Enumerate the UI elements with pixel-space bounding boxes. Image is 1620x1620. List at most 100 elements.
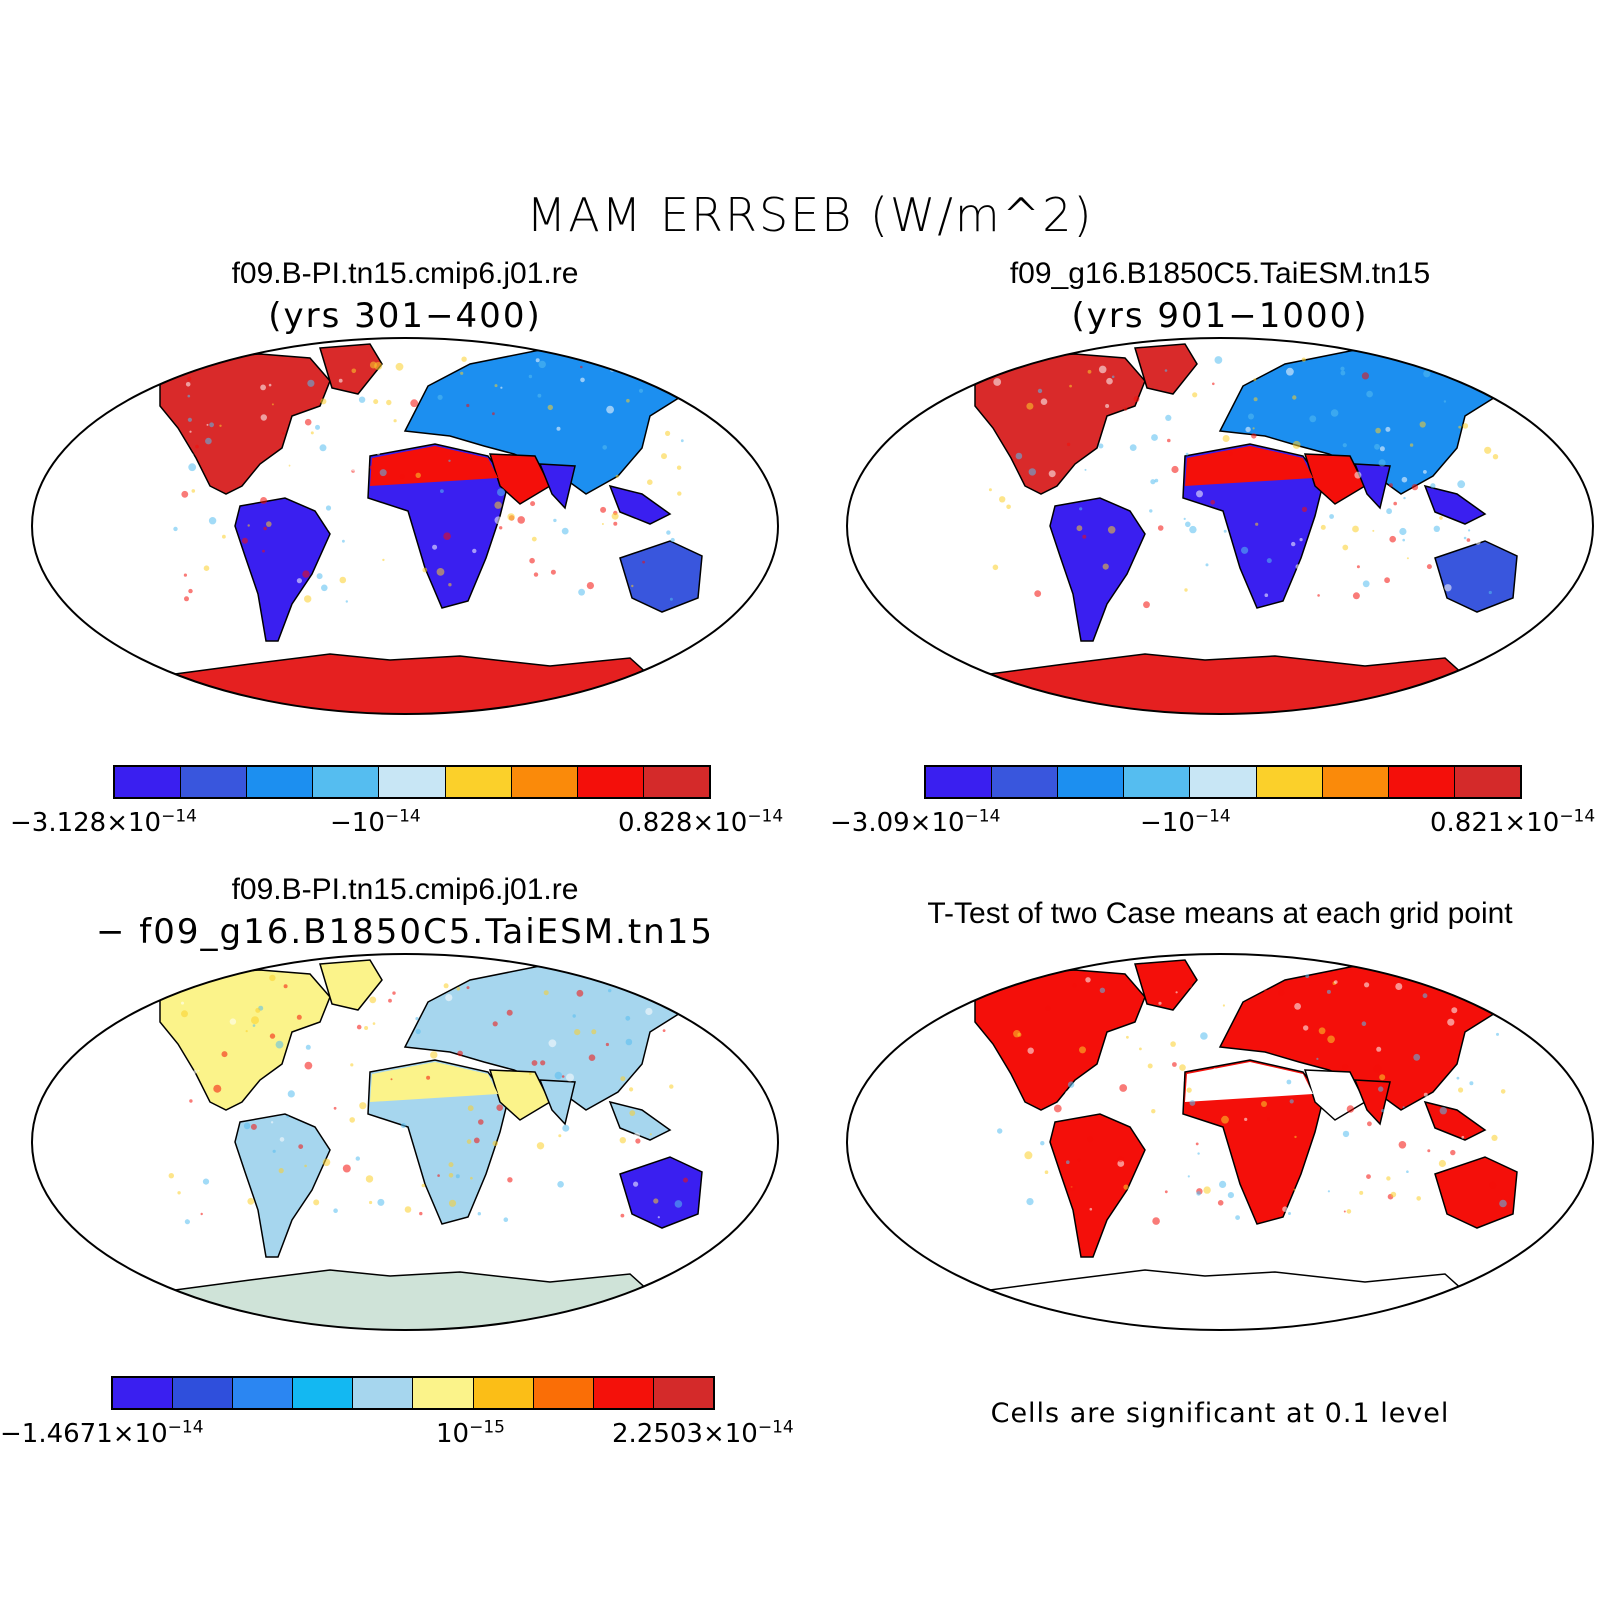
grid-cell-speckle: [561, 527, 569, 535]
grid-cell-speckle: [260, 384, 266, 391]
panel2-map: [846, 337, 1594, 715]
grid-cell-speckle: [566, 1073, 574, 1082]
grid-cell-speckle: [1106, 377, 1113, 385]
grid-cell-speckle: [1399, 527, 1407, 536]
grid-cell-speckle: [661, 453, 667, 460]
grid-cell-speckle: [606, 405, 614, 414]
grid-cell-speckle: [669, 1084, 674, 1089]
grid-cell-speckle: [250, 1123, 257, 1130]
panel1-map: [31, 337, 779, 715]
grid-cell-speckle: [202, 1178, 210, 1185]
landmass-arabia: [1303, 453, 1366, 505]
grid-cell-speckle: [395, 362, 404, 371]
grid-cell-speckle: [1013, 1030, 1021, 1038]
panel1-colorbar-label-min: −3.128×10−14: [10, 806, 197, 838]
grid-cell-speckle: [1089, 1207, 1093, 1211]
grid-cell-speckle: [497, 488, 505, 497]
grid-cell-speckle: [415, 1028, 421, 1035]
grid-cell-speckle: [1381, 1109, 1385, 1113]
grid-cell-speckle: [530, 501, 536, 507]
grid-cell-speckle: [263, 526, 267, 531]
colorbar-swatch-8: [643, 767, 709, 797]
grid-cell-speckle: [1198, 576, 1203, 582]
grid-cell-speckle: [422, 567, 428, 573]
grid-cell-speckle: [1076, 525, 1083, 532]
grid-cell-speckle: [1286, 367, 1294, 376]
grid-cell-speckle: [1343, 1210, 1346, 1213]
grid-cell-speckle: [1107, 526, 1116, 534]
grid-cell-speckle: [1430, 483, 1436, 489]
grid-cell-speckle: [1184, 588, 1188, 592]
grid-cell-speckle: [635, 1138, 641, 1144]
grid-cell-speckle: [241, 537, 248, 544]
grid-cell-speckle: [189, 453, 194, 458]
grid-cell-speckle: [492, 1140, 498, 1147]
grid-cell-speckle: [1422, 993, 1428, 999]
grid-cell-speckle: [209, 422, 215, 428]
grid-cell-speckle: [1158, 1001, 1162, 1005]
grid-cell-speckle: [1443, 400, 1447, 403]
grid-cell-speckle: [189, 430, 192, 433]
grid-cell-speckle: [1098, 443, 1104, 449]
grid-cell-speckle: [376, 451, 380, 455]
grid-cell-speckle: [379, 988, 387, 996]
grid-cell-speckle: [1266, 558, 1272, 564]
grid-cell-speckle: [507, 1177, 513, 1183]
landmass-antarctica: [974, 653, 1466, 714]
grid-cell-speckle: [1342, 443, 1347, 448]
grid-cell-speckle: [1227, 1192, 1234, 1199]
panel2-colorbar-label-mid: −10−14: [1140, 806, 1231, 838]
landmass-india: [1353, 463, 1391, 510]
grid-cell-speckle: [1386, 508, 1392, 515]
grid-cell-speckle: [562, 1124, 570, 1132]
landmass-seAsia: [1423, 1100, 1487, 1141]
grid-cell-speckle: [271, 403, 274, 406]
grid-cell-speckle: [1463, 536, 1467, 540]
grid-cell-speckle: [1299, 538, 1303, 542]
grid-cell-speckle: [1361, 1021, 1367, 1026]
grid-cell-speckle: [386, 399, 392, 406]
grid-cell-speckle: [1476, 429, 1482, 435]
grid-cell-speckle: [1376, 1046, 1382, 1052]
grid-cell-speckle: [1244, 1117, 1248, 1121]
grid-cell-speckle: [1320, 524, 1326, 530]
colorbar-swatch-7: [577, 767, 644, 797]
grid-cell-speckle: [388, 998, 392, 1003]
grid-cell-speckle: [1012, 1119, 1020, 1127]
colorbar-swatch-2: [1058, 767, 1125, 797]
grid-cell-speckle: [638, 388, 644, 393]
grid-cell-speckle: [1221, 1115, 1229, 1124]
grid-cell-speckle: [369, 465, 375, 470]
grid-cell-speckle: [1179, 1070, 1183, 1074]
grid-cell-speckle: [260, 497, 268, 504]
grid-cell-speckle: [578, 588, 585, 596]
landmass-africa: [367, 443, 509, 609]
grid-cell-speckle: [619, 1137, 626, 1144]
grid-cell-speckle: [358, 396, 366, 403]
grid-cell-speckle: [1152, 1217, 1160, 1225]
grid-cell-speckle: [1372, 529, 1375, 532]
grid-cell-speckle: [988, 1171, 994, 1177]
grid-cell-speckle: [327, 1198, 334, 1206]
colorbar-swatch-0: [926, 767, 993, 797]
grid-cell-speckle: [392, 991, 396, 995]
landmass-seAsia: [1423, 484, 1487, 525]
grid-cell-speckle: [1294, 1135, 1297, 1139]
grid-cell-speckle: [266, 521, 272, 527]
grid-cell-speckle: [1028, 468, 1036, 476]
grid-cell-speckle: [262, 549, 265, 553]
grid-cell-speckle: [1024, 1151, 1033, 1160]
grid-cell-speckle: [187, 1213, 195, 1221]
grid-cell-speckle: [1392, 1137, 1399, 1144]
grid-cell-speckle: [445, 994, 453, 1002]
grid-cell-speckle: [1085, 977, 1091, 983]
grid-cell-speckle: [496, 1104, 504, 1111]
grid-cell-speckle: [1439, 1107, 1447, 1115]
grid-cell-speckle: [670, 537, 675, 543]
grid-cell-speckle: [189, 1099, 193, 1103]
grid-cell-speckle: [342, 539, 345, 543]
grid-cell-speckle: [1427, 1149, 1431, 1153]
grid-cell-speckle: [1045, 591, 1051, 596]
grid-cell-speckle: [448, 583, 452, 587]
grid-cell-speckle: [984, 574, 988, 578]
